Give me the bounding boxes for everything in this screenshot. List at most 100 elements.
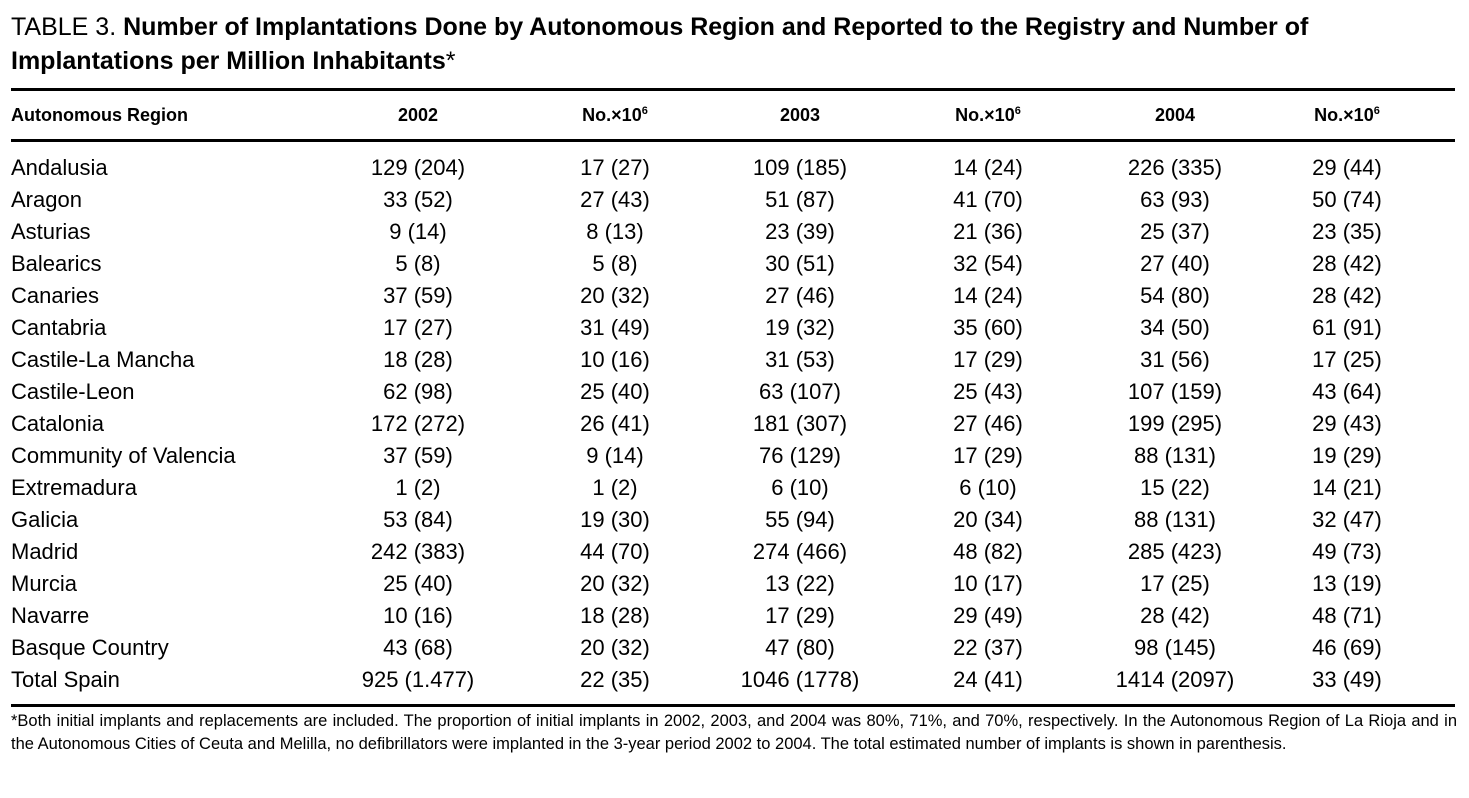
value-cell: 22 (35) — [580, 667, 650, 692]
value-cell: 19 (32) — [765, 315, 835, 340]
value-cell: 43 (68) — [383, 635, 453, 660]
column-header: 2003 — [779, 104, 821, 125]
value-cell: 19 (30) — [580, 507, 650, 532]
value-cell: 20 (32) — [580, 635, 650, 660]
value-cell: 21 (36) — [953, 219, 1023, 244]
region-cell: Castile-Leon — [11, 379, 135, 404]
value-cell: 181 (307) — [752, 411, 848, 436]
table-row: Asturias 9 (14) 8 (13) 23 (39) 21 (36) 25 (37… — [11, 216, 1455, 248]
value-cell: 51 (87) — [765, 187, 835, 212]
value-cell: 23 (35) — [1312, 219, 1382, 244]
value-cell: 10 (17) — [953, 571, 1023, 596]
region-cell: Andalusia — [11, 155, 108, 180]
value-cell: 20 (32) — [580, 283, 650, 308]
table-row: Galicia 53 (84) 19 (30) 55 (94) 20 (34) 88 (1… — [11, 504, 1455, 536]
value-cell: 9 (14) — [389, 219, 447, 244]
table-row: Extremadura 1 (2) 1 (2) 6 (10) 6 (10) 15 (22)… — [11, 472, 1455, 504]
value-cell: 48 (71) — [1312, 603, 1382, 628]
value-cell: 18 (28) — [580, 603, 650, 628]
region-cell: Castile-La Mancha — [11, 347, 195, 372]
value-cell: 1 (2) — [592, 475, 638, 500]
value-cell: 9 (14) — [586, 443, 644, 468]
column-header: No.×106 — [495, 90, 735, 141]
value-cell: 107 (159) — [1127, 379, 1223, 404]
value-cell: 37 (59) — [383, 283, 453, 308]
region-cell: Extremadura — [11, 475, 137, 500]
value-cell: 15 (22) — [1140, 475, 1210, 500]
value-cell: 53 (84) — [383, 507, 453, 532]
footnote: *Both initial implants and replacements … — [11, 712, 1457, 753]
value-cell: 47 (80) — [765, 635, 835, 660]
table-row: Navarre 10 (16) 18 (28) 17 (29) 29 (49) 28 (4… — [11, 600, 1455, 632]
value-cell: 28 (42) — [1312, 251, 1382, 276]
value-cell: 17 (25) — [1312, 347, 1382, 372]
value-cell: 14 (21) — [1312, 475, 1382, 500]
value-cell: 88 (131) — [1134, 507, 1216, 532]
value-cell: 129 (204) — [370, 155, 466, 180]
value-cell: 17 (29) — [765, 603, 835, 628]
region-cell: Murcia — [11, 571, 78, 596]
value-cell: 19 (29) — [1312, 443, 1382, 468]
value-cell: 17 (29) — [953, 347, 1023, 372]
value-cell: 25 (43) — [953, 379, 1023, 404]
region-cell: Madrid — [11, 539, 79, 564]
region-cell: Galicia — [11, 507, 79, 532]
value-cell: 55 (94) — [765, 507, 835, 532]
table-row: Castile-La Mancha 18 (28) 10 (16) 31 (53) 17… — [11, 344, 1455, 376]
value-cell: 48 (82) — [953, 539, 1023, 564]
table-row: Cantabria 17 (27) 31 (49) 19 (32) 35 (60) 34 … — [11, 312, 1455, 344]
value-cell: 17 (25) — [1140, 571, 1210, 596]
header-text: No.×10 — [582, 104, 642, 125]
table-row: Basque Country 43 (68) 20 (32) 47 (80) 22 (3… — [11, 632, 1455, 664]
value-cell: 31 (53) — [765, 347, 835, 372]
column-header: 2004 — [1154, 104, 1196, 125]
table-row: Madrid 242 (383) 44 (70) 274 (466) 48 (82) 28… — [11, 536, 1455, 568]
region-cell: Balearics — [11, 251, 102, 276]
value-cell: 199 (295) — [1127, 411, 1223, 436]
value-cell: 1414 (2097) — [1115, 667, 1235, 692]
value-cell: 6 (10) — [771, 475, 829, 500]
value-cell: 44 (70) — [580, 539, 650, 564]
value-cell: 18 (28) — [383, 347, 453, 372]
region-cell: Community of Valencia — [11, 443, 236, 468]
value-cell: 63 (107) — [759, 379, 841, 404]
header-superscript: 6 — [1014, 104, 1021, 117]
column-header: No.×106 — [1239, 90, 1455, 141]
column-header: Autonomous Region — [11, 104, 188, 125]
value-cell: 29 (49) — [953, 603, 1023, 628]
value-cell: 17 (27) — [580, 155, 650, 180]
value-cell: 31 (56) — [1140, 347, 1210, 372]
region-cell: Catalonia — [11, 411, 104, 436]
value-cell: 13 (22) — [765, 571, 835, 596]
title-text: Number of Implantations Done by Autonomo… — [11, 13, 1309, 75]
value-cell: 5 (8) — [592, 251, 638, 276]
value-cell: 27 (46) — [953, 411, 1023, 436]
value-cell: 37 (59) — [383, 443, 453, 468]
value-cell: 28 (42) — [1140, 603, 1210, 628]
value-cell: 8 (13) — [586, 219, 644, 244]
value-cell: 29 (44) — [1312, 155, 1382, 180]
value-cell: 226 (335) — [1127, 155, 1223, 180]
table-row: Aragon 33 (52) 27 (43) 51 (87) 41 (70) 63 (93… — [11, 184, 1455, 216]
region-cell: Asturias — [11, 219, 91, 244]
table-row: Murcia 25 (40) 20 (32) 13 (22) 10 (17) 17 (25… — [11, 568, 1455, 600]
region-cell: Navarre — [11, 603, 90, 628]
column-header: No.×106 — [865, 90, 1111, 141]
region-cell: Canaries — [11, 283, 100, 308]
table-row: Balearics 5 (8) 5 (8) 30 (51) 32 (54) 27 (40)… — [11, 248, 1455, 280]
value-cell: 25 (37) — [1140, 219, 1210, 244]
value-cell: 109 (185) — [752, 155, 848, 180]
value-cell: 14 (24) — [953, 155, 1023, 180]
table-body: Andalusia 129 (204) 17 (27) 109 (185) 14 (24… — [11, 141, 1455, 706]
value-cell: 17 (29) — [953, 443, 1023, 468]
value-cell: 23 (39) — [765, 219, 835, 244]
value-cell: 63 (93) — [1140, 187, 1210, 212]
table-row: Catalonia 172 (272) 26 (41) 181 (307) 27 (46… — [11, 408, 1455, 440]
table-row: Castile-Leon 62 (98) 25 (40) 63 (107) 25 (43… — [11, 376, 1455, 408]
value-cell: 29 (43) — [1312, 411, 1382, 436]
table-row: Canaries 37 (59) 20 (32) 27 (46) 14 (24) 54 (… — [11, 280, 1455, 312]
value-cell: 274 (466) — [752, 539, 848, 564]
value-cell: 49 (73) — [1312, 539, 1382, 564]
value-cell: 13 (19) — [1312, 571, 1382, 596]
